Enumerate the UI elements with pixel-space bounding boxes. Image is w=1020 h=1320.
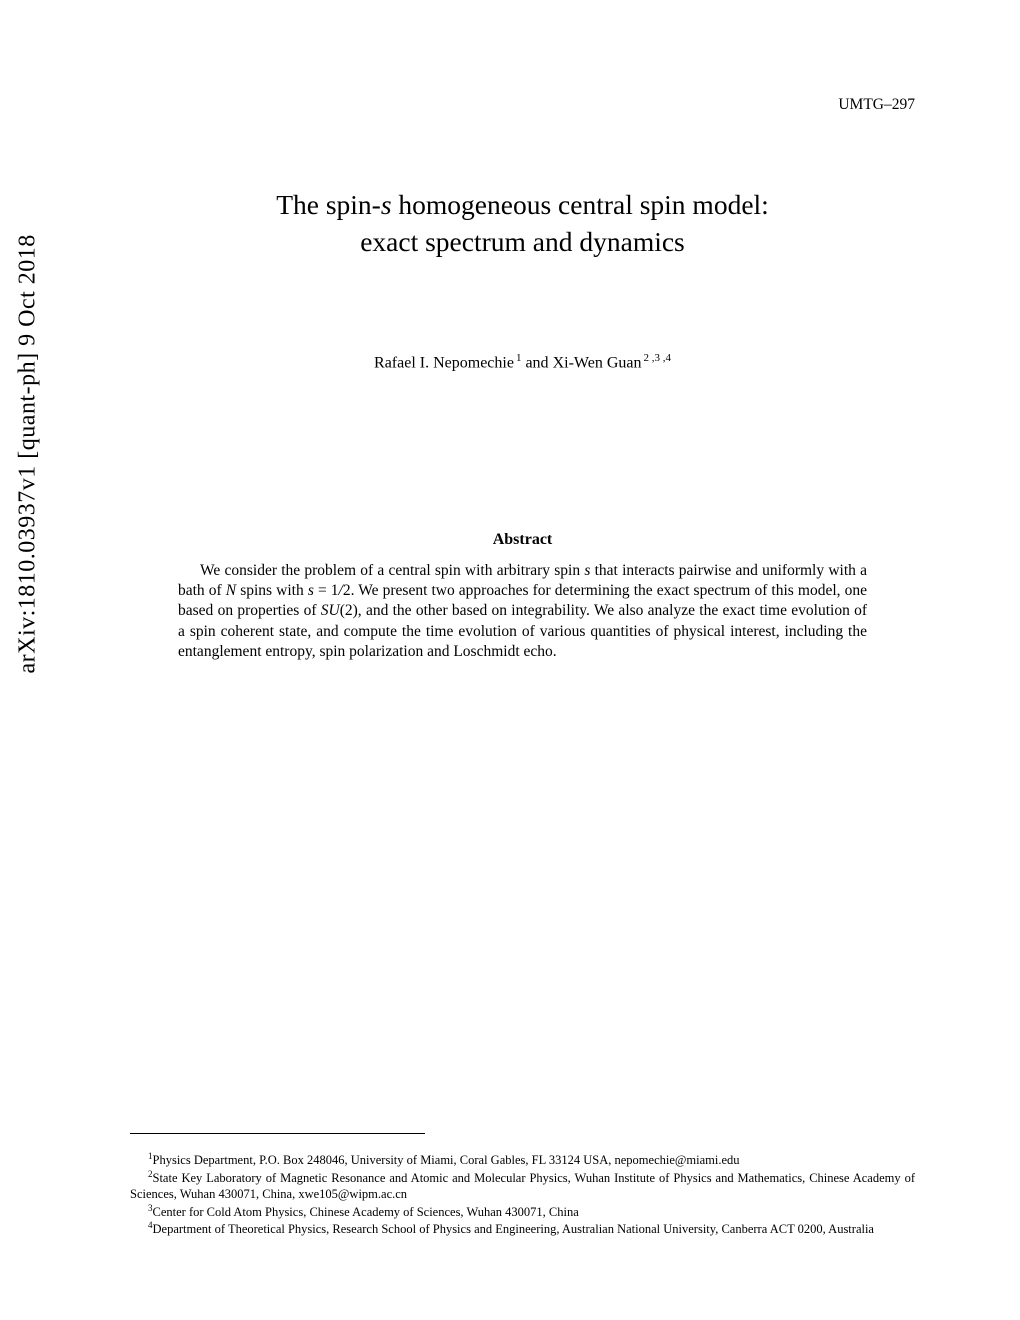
- footnotes: 1Physics Department, P.O. Box 248046, Un…: [130, 1151, 915, 1238]
- author-2-name: Xi-Wen Guan: [553, 355, 642, 372]
- abstract-heading: Abstract: [130, 531, 915, 549]
- abs-p3: spins with: [236, 582, 308, 599]
- footnote-rule: [130, 1133, 425, 1134]
- title-italic-s: s: [381, 189, 392, 220]
- author-2-sup: 2 ,3 ,4: [643, 352, 671, 364]
- footnote-4-text: Department of Theoretical Physics, Resea…: [153, 1223, 874, 1237]
- footnote-2-text: State Key Laboratory of Magnetic Resonan…: [130, 1171, 915, 1202]
- abs-p1: We consider the problem of a central spi…: [200, 562, 584, 579]
- abs-p4: = 1: [314, 582, 339, 599]
- page-content: UMTG–297 The spin-s homogeneous central …: [130, 0, 915, 663]
- title-line-2: exact spectrum and dynamics: [130, 223, 915, 260]
- abs-N: N: [226, 582, 236, 599]
- footnote-4: 4Department of Theoretical Physics, Rese…: [130, 1220, 915, 1238]
- abs-SU: SU: [321, 602, 340, 619]
- paper-title: The spin-s homogeneous central spin mode…: [130, 186, 915, 260]
- arxiv-stamp: arXiv:1810.03937v1 [quant-ph] 9 Oct 2018: [15, 234, 42, 673]
- footnote-1-text: Physics Department, P.O. Box 248046, Uni…: [153, 1153, 740, 1167]
- footnote-3: 3Center for Cold Atom Physics, Chinese A…: [130, 1203, 915, 1221]
- title-post: homogeneous central spin model:: [392, 189, 769, 220]
- authors: Rafael I. Nepomechie1 and Xi-Wen Guan2 ,…: [130, 352, 915, 372]
- abstract-body: We consider the problem of a central spi…: [178, 561, 867, 663]
- title-pre: The spin-: [276, 189, 381, 220]
- footnote-2: 2State Key Laboratory of Magnetic Resona…: [130, 1169, 915, 1203]
- footnote-1: 1Physics Department, P.O. Box 248046, Un…: [130, 1151, 915, 1169]
- title-line-1: The spin-s homogeneous central spin mode…: [130, 186, 915, 223]
- author-1-name: Rafael I. Nepomechie: [374, 355, 514, 372]
- report-number: UMTG–297: [130, 96, 915, 114]
- footnote-3-text: Center for Cold Atom Physics, Chinese Ac…: [153, 1205, 579, 1219]
- author-joiner: and: [521, 355, 552, 372]
